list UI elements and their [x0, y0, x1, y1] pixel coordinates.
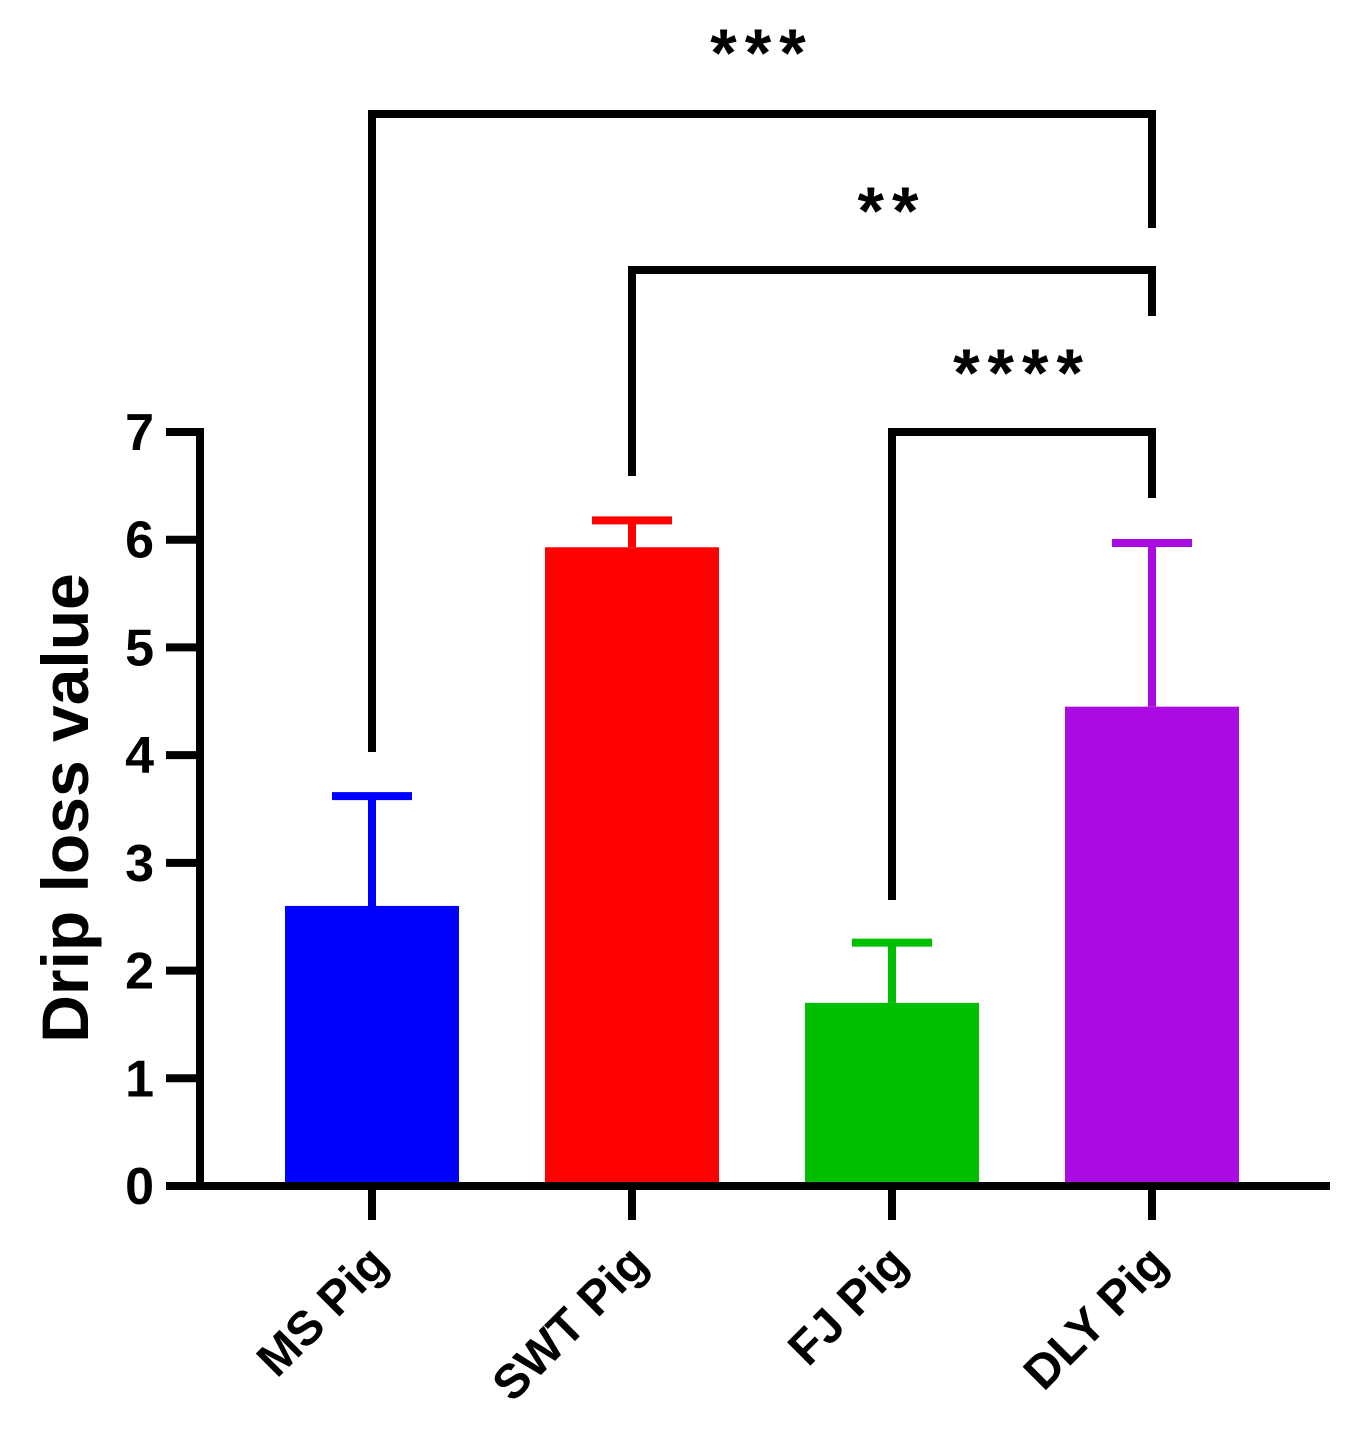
x-category-label: DLY Pig: [1014, 1236, 1178, 1400]
significance-bracket: [368, 110, 1156, 752]
significance-label: ***: [710, 15, 813, 91]
x-category-label: MS Pig: [247, 1236, 398, 1387]
y-tick-label: 1: [125, 1050, 154, 1108]
bars: [285, 547, 1239, 1182]
bar: [545, 547, 719, 1182]
significance-bracket: [628, 266, 1156, 476]
y-tick-label: 3: [125, 835, 154, 893]
significance-label: **: [858, 173, 927, 249]
error-bars: [332, 516, 1192, 1003]
y-axis-title: Drip loss value: [28, 573, 102, 1043]
significance-brackets: *********: [368, 15, 1156, 900]
y-tick-label: 6: [125, 512, 154, 570]
bar: [1065, 706, 1239, 1182]
bar: [805, 1002, 979, 1182]
bar: [285, 905, 459, 1182]
significance-bracket: [888, 428, 1156, 900]
y-tick-label: 7: [125, 404, 154, 462]
significance-label: ****: [953, 335, 1091, 411]
y-tick-label: 4: [125, 727, 154, 785]
y-tick-label: 0: [125, 1158, 154, 1216]
x-category-label: SWT Pig: [483, 1236, 658, 1411]
x-category-label: FJ Pig: [778, 1236, 917, 1375]
y-tick-label: 2: [125, 943, 154, 1001]
y-tick-label: 5: [125, 619, 154, 677]
